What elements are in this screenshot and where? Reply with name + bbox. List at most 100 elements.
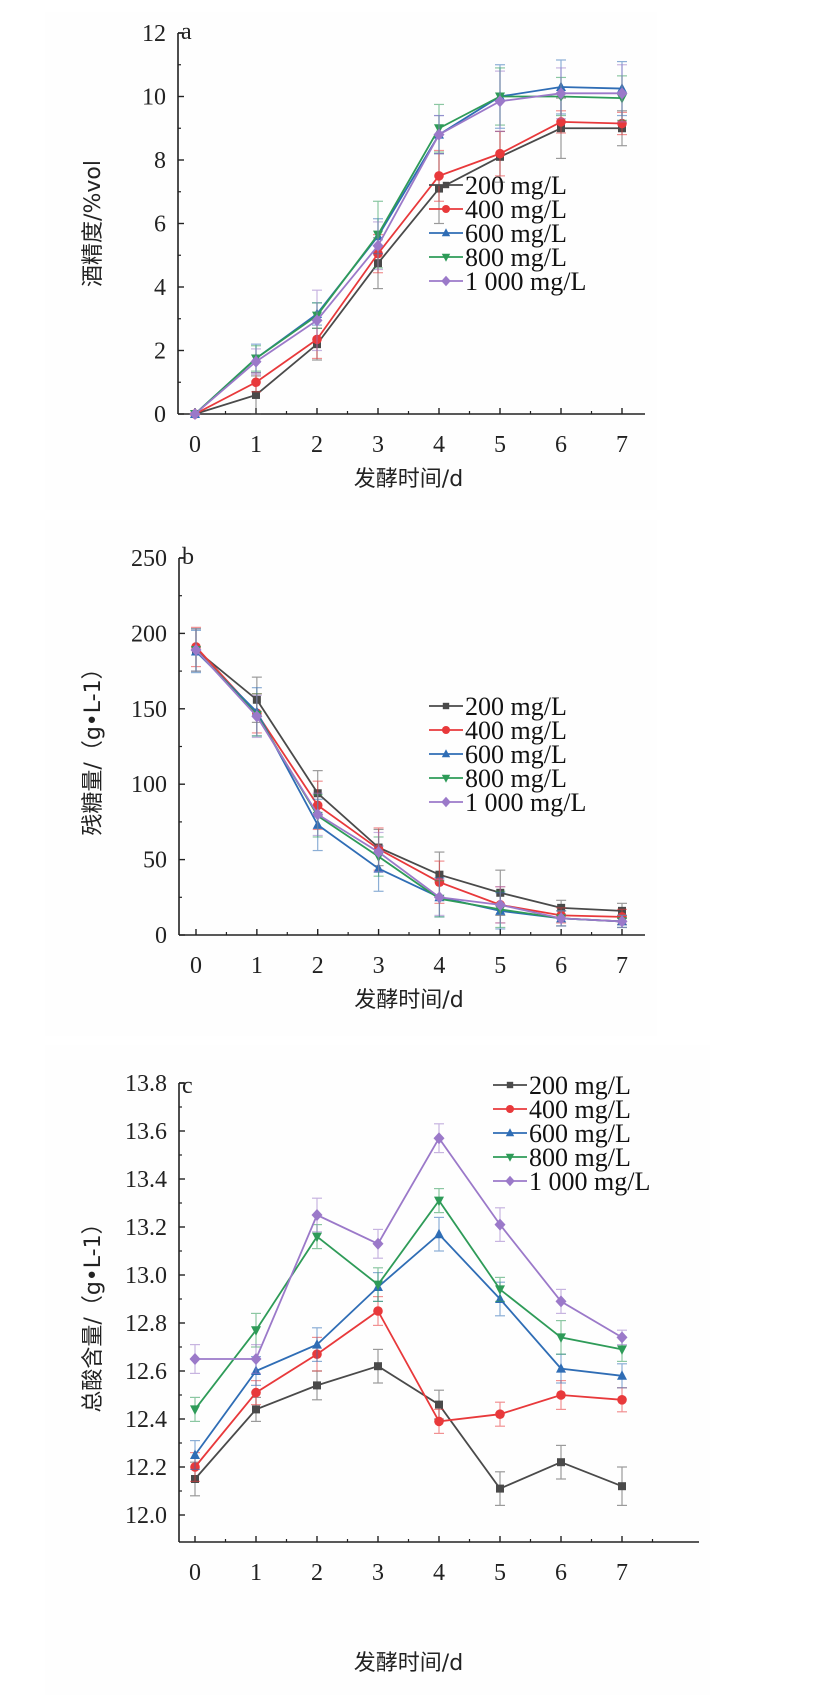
chart-a-point xyxy=(251,377,261,388)
chart-c-xtick-label: 0 xyxy=(189,1560,201,1586)
chart-b-legend-marker xyxy=(442,726,450,734)
chart-b-point xyxy=(251,710,263,723)
chart-c-ytick-label: 12.2 xyxy=(125,1455,167,1481)
chart-c-point xyxy=(312,1339,322,1349)
chart-b-point xyxy=(312,808,324,821)
chart-b-xtick-label: 0 xyxy=(190,953,202,979)
chart-a-point xyxy=(433,128,445,141)
chart-c-point xyxy=(311,1209,323,1221)
chart-c-line-200mg-l xyxy=(194,1365,623,1490)
chart-a-point xyxy=(372,239,384,252)
chart-c-point xyxy=(494,1218,506,1231)
chart-b-legend-marker xyxy=(441,796,451,808)
chart-a-legend-item: 800 mg/L xyxy=(429,243,567,272)
chart-c-ytick-label: 13.6 xyxy=(125,1119,167,1145)
chart-c-xtick-label: 4 xyxy=(433,1560,445,1586)
chart-b-panel-letter: b xyxy=(182,544,194,570)
chart-a-legend-label: 800 mg/L xyxy=(465,243,567,272)
chart-b-legend-label: 600 mg/L xyxy=(465,740,567,769)
chart-c-point xyxy=(556,1333,566,1343)
chart-c-ytick-label: 13.2 xyxy=(125,1215,167,1241)
chart-a-legend-marker xyxy=(442,205,450,213)
chart-b-ytick-label: 200 xyxy=(131,621,167,647)
chart-c-legend-item: 800 mg/L xyxy=(493,1143,631,1172)
chart-c-point xyxy=(373,1280,383,1291)
chart-c-point xyxy=(616,1331,628,1344)
chart-panel-c: 12.0 12.2 12.4 12.6 12.8 13.0 13.2 13.4 13.6 13.8… xyxy=(45,1045,710,1695)
chart-a-legend-marker xyxy=(441,228,451,237)
chart-c-point xyxy=(251,1326,261,1336)
chart-b-xtick-label: 3 xyxy=(373,953,385,979)
chart-c-ytick-label: 13.4 xyxy=(125,1167,167,1193)
chart-c-series-1000mg-l xyxy=(189,1123,628,1374)
chart-c-point xyxy=(556,1363,566,1373)
chart-c-point xyxy=(190,1405,200,1415)
chart-b-ytick-label: 50 xyxy=(143,848,167,874)
chart-b-line-400mg-l xyxy=(195,646,623,918)
chart-a-legend-item: 200 mg/L xyxy=(429,171,567,200)
chart-a-xtick-label: 4 xyxy=(433,432,445,458)
chart-a-x-axis-title: 发酵时间/d xyxy=(354,467,463,492)
chart-b-xtick-label: 4 xyxy=(433,953,445,979)
chart-b-series-1000mg-l xyxy=(190,628,628,929)
chart-c-point xyxy=(189,1353,201,1365)
chart-a-point xyxy=(617,118,627,129)
chart-b-xtick-label: 1 xyxy=(251,953,263,979)
chart-a-xtick-label: 0 xyxy=(189,432,201,458)
chart-c-y-axis-title: 总酸含量/（g•L-1） xyxy=(81,1212,106,1412)
chart-a-point xyxy=(252,390,260,399)
chart-a-legend-item: 1 000 mg/L xyxy=(429,267,586,296)
chart-a-legend-label: 400 mg/L xyxy=(465,195,567,224)
chart-c-point xyxy=(433,1132,445,1145)
chart-b-point xyxy=(433,891,445,904)
chart-c-point xyxy=(434,1416,444,1427)
chart-a-point xyxy=(494,95,506,108)
chart-b-ytick-label: 0 xyxy=(155,923,167,949)
chart-c-xtick-label: 1 xyxy=(250,1560,262,1586)
chart-a-line-1000mg-l xyxy=(194,92,622,415)
chart-c-point xyxy=(557,1458,565,1467)
chart-a-point xyxy=(434,171,444,181)
chart-c-legend-label: 200 mg/L xyxy=(529,1071,631,1100)
chart-c-point xyxy=(312,1232,322,1243)
chart-a-legend-label: 600 mg/L xyxy=(465,219,567,248)
chart-b-line-1000mg-l xyxy=(195,649,623,923)
chart-a-point xyxy=(311,314,323,327)
chart-c-legend-item: 600 mg/L xyxy=(493,1119,631,1148)
chart-b-xtick-label: 2 xyxy=(312,953,324,979)
chart-c-ytick-label: 12.8 xyxy=(125,1311,167,1337)
chart-a-point xyxy=(250,355,262,368)
chart-b-line-200mg-l xyxy=(195,649,623,912)
chart-c-xtick-label: 7 xyxy=(616,1560,628,1586)
chart-a-panel-letter: a xyxy=(181,19,192,45)
chart-c-point xyxy=(372,1237,384,1250)
chart-b-xtick-label: 7 xyxy=(616,953,628,979)
chart-c-point xyxy=(556,1390,566,1400)
chart-c-point xyxy=(495,1409,505,1419)
chart-panel-b: 0 50 100 150 200 250 0 1 2 3 4 5 6 7 发酵时间/d 残糖量/（g•L-1）… xyxy=(45,520,657,1036)
chart-b-legend-label: 400 mg/L xyxy=(465,716,567,745)
chart-c-legend-label: 400 mg/L xyxy=(529,1095,631,1124)
chart-c-legend-item: 200 mg/L xyxy=(493,1071,631,1100)
chart-c-point xyxy=(434,1228,444,1239)
chart-a-ytick-label: 8 xyxy=(154,148,166,174)
chart-a-legend-label: 1 000 mg/L xyxy=(465,267,586,296)
chart-c-point xyxy=(495,1285,505,1295)
chart-c-point xyxy=(251,1387,261,1398)
chart-c-line-600mg-l xyxy=(194,1232,623,1456)
chart-c-series-200mg-l xyxy=(190,1348,627,1506)
chart-c-legend-marker xyxy=(506,1105,514,1113)
chart-a-ytick-label: 6 xyxy=(154,212,166,238)
chart-b-point xyxy=(190,643,202,656)
chart-c-point xyxy=(617,1395,627,1405)
chart-b-ytick-label: 150 xyxy=(131,697,167,723)
chart-c-point xyxy=(250,1353,262,1365)
chart-a-legend-marker xyxy=(442,181,450,189)
chart-c-line-400mg-l xyxy=(194,1309,623,1468)
chart-c-legend-marker xyxy=(505,1153,515,1162)
chart-a-legend-marker xyxy=(441,253,451,262)
chart-c-xtick-label: 3 xyxy=(372,1560,384,1586)
chart-b-y-axis-title: 残糖量/（g•L-1） xyxy=(81,657,106,835)
